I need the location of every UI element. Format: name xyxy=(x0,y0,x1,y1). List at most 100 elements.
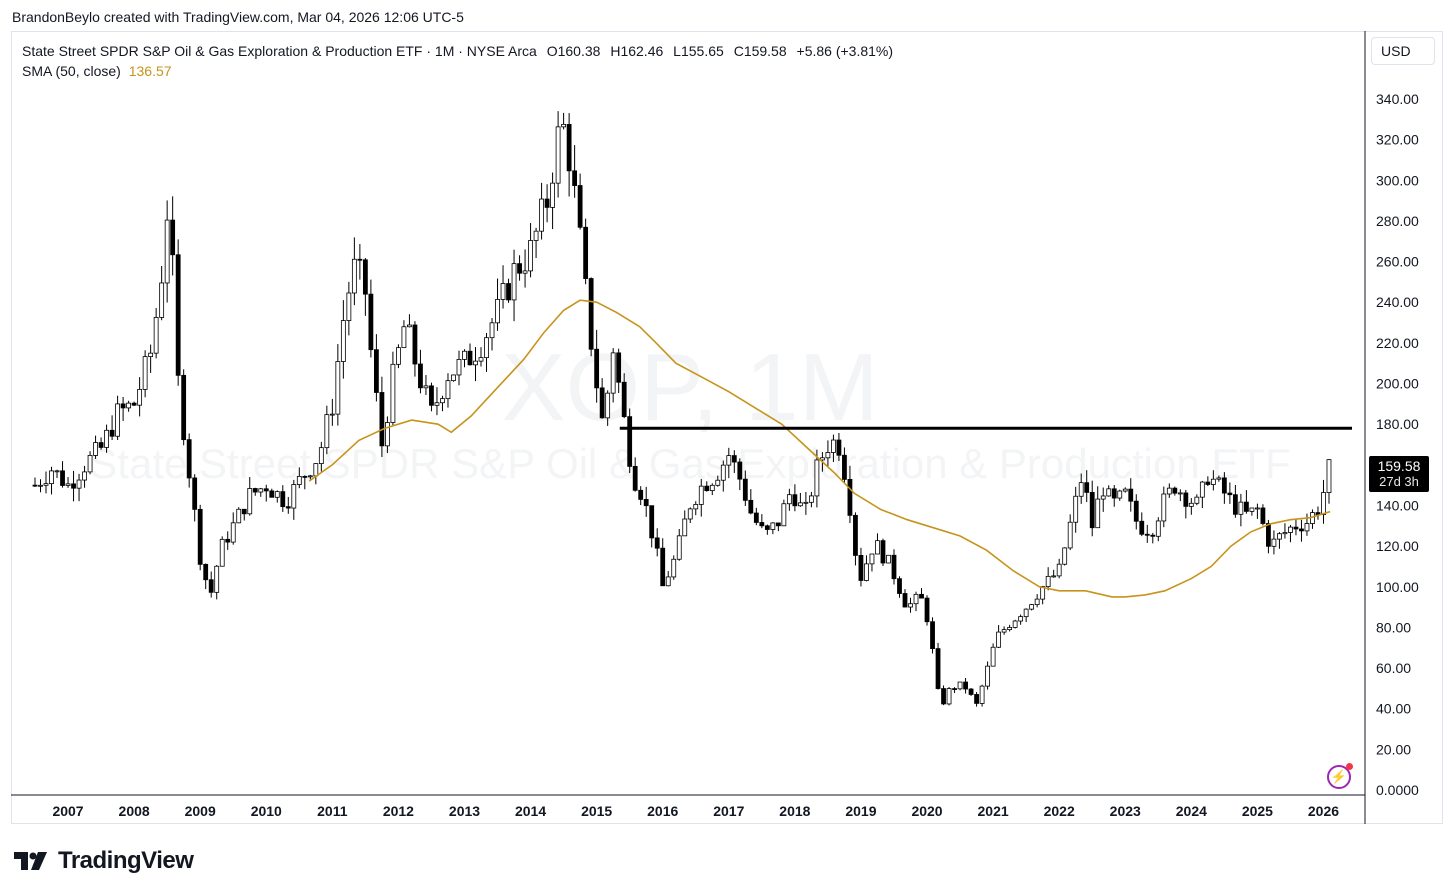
candle xyxy=(996,625,1002,648)
candle xyxy=(385,416,390,454)
candle xyxy=(946,687,952,706)
candle xyxy=(1227,482,1233,504)
candle xyxy=(808,491,814,508)
time-axis-label: 2011 xyxy=(317,803,348,819)
currency-selector[interactable]: USD xyxy=(1371,37,1435,65)
legend-sma-label[interactable]: SMA (50, close) xyxy=(22,63,121,79)
candle xyxy=(500,265,506,309)
candle xyxy=(753,507,759,526)
candle xyxy=(296,467,302,489)
legend-high: 162.46 xyxy=(620,43,664,59)
candle xyxy=(621,373,627,419)
candle xyxy=(269,488,275,498)
candle xyxy=(197,504,203,571)
candle xyxy=(379,376,385,458)
candles-layer xyxy=(32,111,1332,707)
candle xyxy=(1161,486,1167,528)
tradingview-logo-icon xyxy=(14,852,47,870)
legend-symbol[interactable]: State Street SPDR S&P Oil & Gas Explorat… xyxy=(22,43,537,59)
candle xyxy=(715,475,721,487)
candle xyxy=(93,435,98,459)
candle xyxy=(1034,594,1040,608)
legend-sma-row: SMA (50, close) 136.57 xyxy=(22,61,893,81)
candle xyxy=(836,432,842,461)
candle xyxy=(720,460,726,492)
candle xyxy=(148,344,154,373)
candle xyxy=(175,239,181,386)
candle xyxy=(726,447,732,479)
candle xyxy=(104,424,109,453)
lightning-icon[interactable]: ⚡ xyxy=(1327,763,1353,789)
price-axis-label: 300.00 xyxy=(1376,172,1419,188)
candle xyxy=(803,491,809,515)
candle xyxy=(1183,489,1189,519)
candle xyxy=(709,483,715,496)
price-axis-label: 340.00 xyxy=(1376,91,1419,107)
candle xyxy=(704,481,710,492)
candle xyxy=(660,538,666,587)
candle xyxy=(853,512,858,566)
candle xyxy=(781,499,787,527)
candle xyxy=(263,484,269,502)
candle xyxy=(864,555,869,582)
candle xyxy=(737,458,743,491)
time-axis-label: 2023 xyxy=(1110,803,1141,819)
candle xyxy=(489,317,495,351)
candle xyxy=(930,617,935,654)
candle xyxy=(952,687,957,694)
candle xyxy=(451,374,456,382)
candle xyxy=(775,522,781,532)
candle xyxy=(869,553,875,572)
candle xyxy=(318,441,324,472)
price-axis-label: 120.00 xyxy=(1376,538,1419,554)
candle xyxy=(401,320,407,349)
last-price: 159.58 xyxy=(1377,458,1421,474)
candle xyxy=(1084,470,1090,503)
candle xyxy=(203,563,209,590)
candle xyxy=(643,486,649,517)
notification-dot xyxy=(1346,763,1353,770)
candle xyxy=(1040,585,1046,605)
candle xyxy=(324,405,330,455)
time-axis-label: 2016 xyxy=(647,803,678,819)
time-axis-label: 2026 xyxy=(1308,803,1339,819)
candle xyxy=(1221,472,1227,504)
candle xyxy=(164,200,170,303)
time-axis-label: 2007 xyxy=(52,803,83,819)
chart-legend: State Street SPDR S&P Oil & Gas Explorat… xyxy=(22,41,893,81)
candle xyxy=(913,591,919,612)
candle xyxy=(1271,530,1277,555)
candle xyxy=(219,536,225,567)
time-axis[interactable]: 2007 2008 2009 2010 2011 2012 2013 2014 2015 2016… xyxy=(52,803,1339,819)
candle xyxy=(665,571,671,587)
bar-countdown: 27d 3h xyxy=(1379,474,1419,489)
candle xyxy=(968,688,974,696)
watermark-ticker: XOP, 1M xyxy=(501,334,878,441)
candle xyxy=(142,350,148,398)
candle xyxy=(858,547,864,587)
price-axis-label: 180.00 xyxy=(1376,416,1419,432)
candle xyxy=(627,408,633,474)
price-axis-label: 240.00 xyxy=(1376,294,1419,310)
candle xyxy=(186,433,192,488)
candle xyxy=(693,501,699,516)
watermark-name: State Street SPDR S&P Oil & Gas Explorat… xyxy=(89,440,1290,487)
candle xyxy=(252,487,258,496)
candle xyxy=(682,510,688,537)
candle xyxy=(886,554,891,564)
price-axis-label: 140.00 xyxy=(1376,497,1419,513)
candle xyxy=(484,332,489,372)
tradingview-brand[interactable]: TradingView xyxy=(14,847,194,874)
price-axis[interactable]: 0.0000 20.00 40.00 60.00 80.00 100.00 120.00 14… xyxy=(1376,91,1419,798)
time-axis-label: 2014 xyxy=(515,803,546,819)
candle xyxy=(208,571,214,598)
time-axis-label: 2010 xyxy=(251,803,282,819)
candle xyxy=(82,465,87,488)
price-axis-label: 220.00 xyxy=(1376,335,1419,351)
candle xyxy=(274,490,280,503)
candle xyxy=(329,398,335,426)
candle xyxy=(605,390,611,426)
candle xyxy=(1166,483,1172,498)
candle xyxy=(1155,517,1161,542)
